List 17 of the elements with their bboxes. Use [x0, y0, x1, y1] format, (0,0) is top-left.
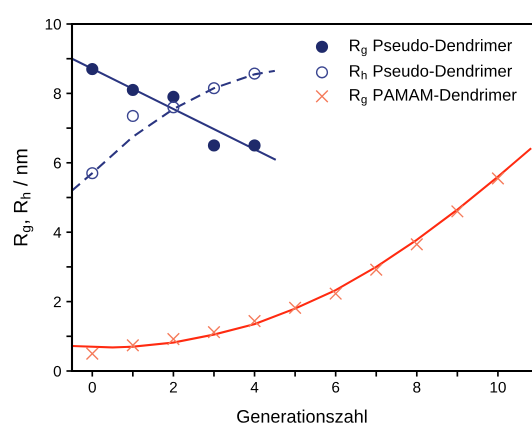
- x-tick-label: 0: [88, 382, 96, 393]
- legend-label: R$_{g}$ PAMAM-Dendrimer: [350, 88, 517, 106]
- x-tick-label: 2: [170, 382, 177, 392]
- y-tick-label: 0: [54, 366, 61, 377]
- y-tick-label: 6: [54, 158, 61, 168]
- x-tick-label: 4: [250, 382, 258, 392]
- x-tick-label: 6: [332, 382, 340, 393]
- y-tick-label: 4: [53, 227, 62, 238]
- x-tick-label: 8: [413, 382, 420, 393]
- y-tick-label: 2: [54, 296, 61, 308]
- legend-label: R$_{g}$ Pseudo-Dendrimer: [350, 39, 512, 56]
- legend-label: R$_{h}$ Pseudo-Dendrimer: [350, 64, 512, 80]
- x-tick-label: 10: [490, 382, 506, 393]
- y-tick-label: 10: [46, 18, 61, 30]
- x-axis-title: Generationszahl: [237, 410, 367, 423]
- y-axis-title: R$_{g}$, R$_{h}$ / nm: [13, 150, 34, 246]
- y-tick-label: 8: [54, 88, 61, 100]
